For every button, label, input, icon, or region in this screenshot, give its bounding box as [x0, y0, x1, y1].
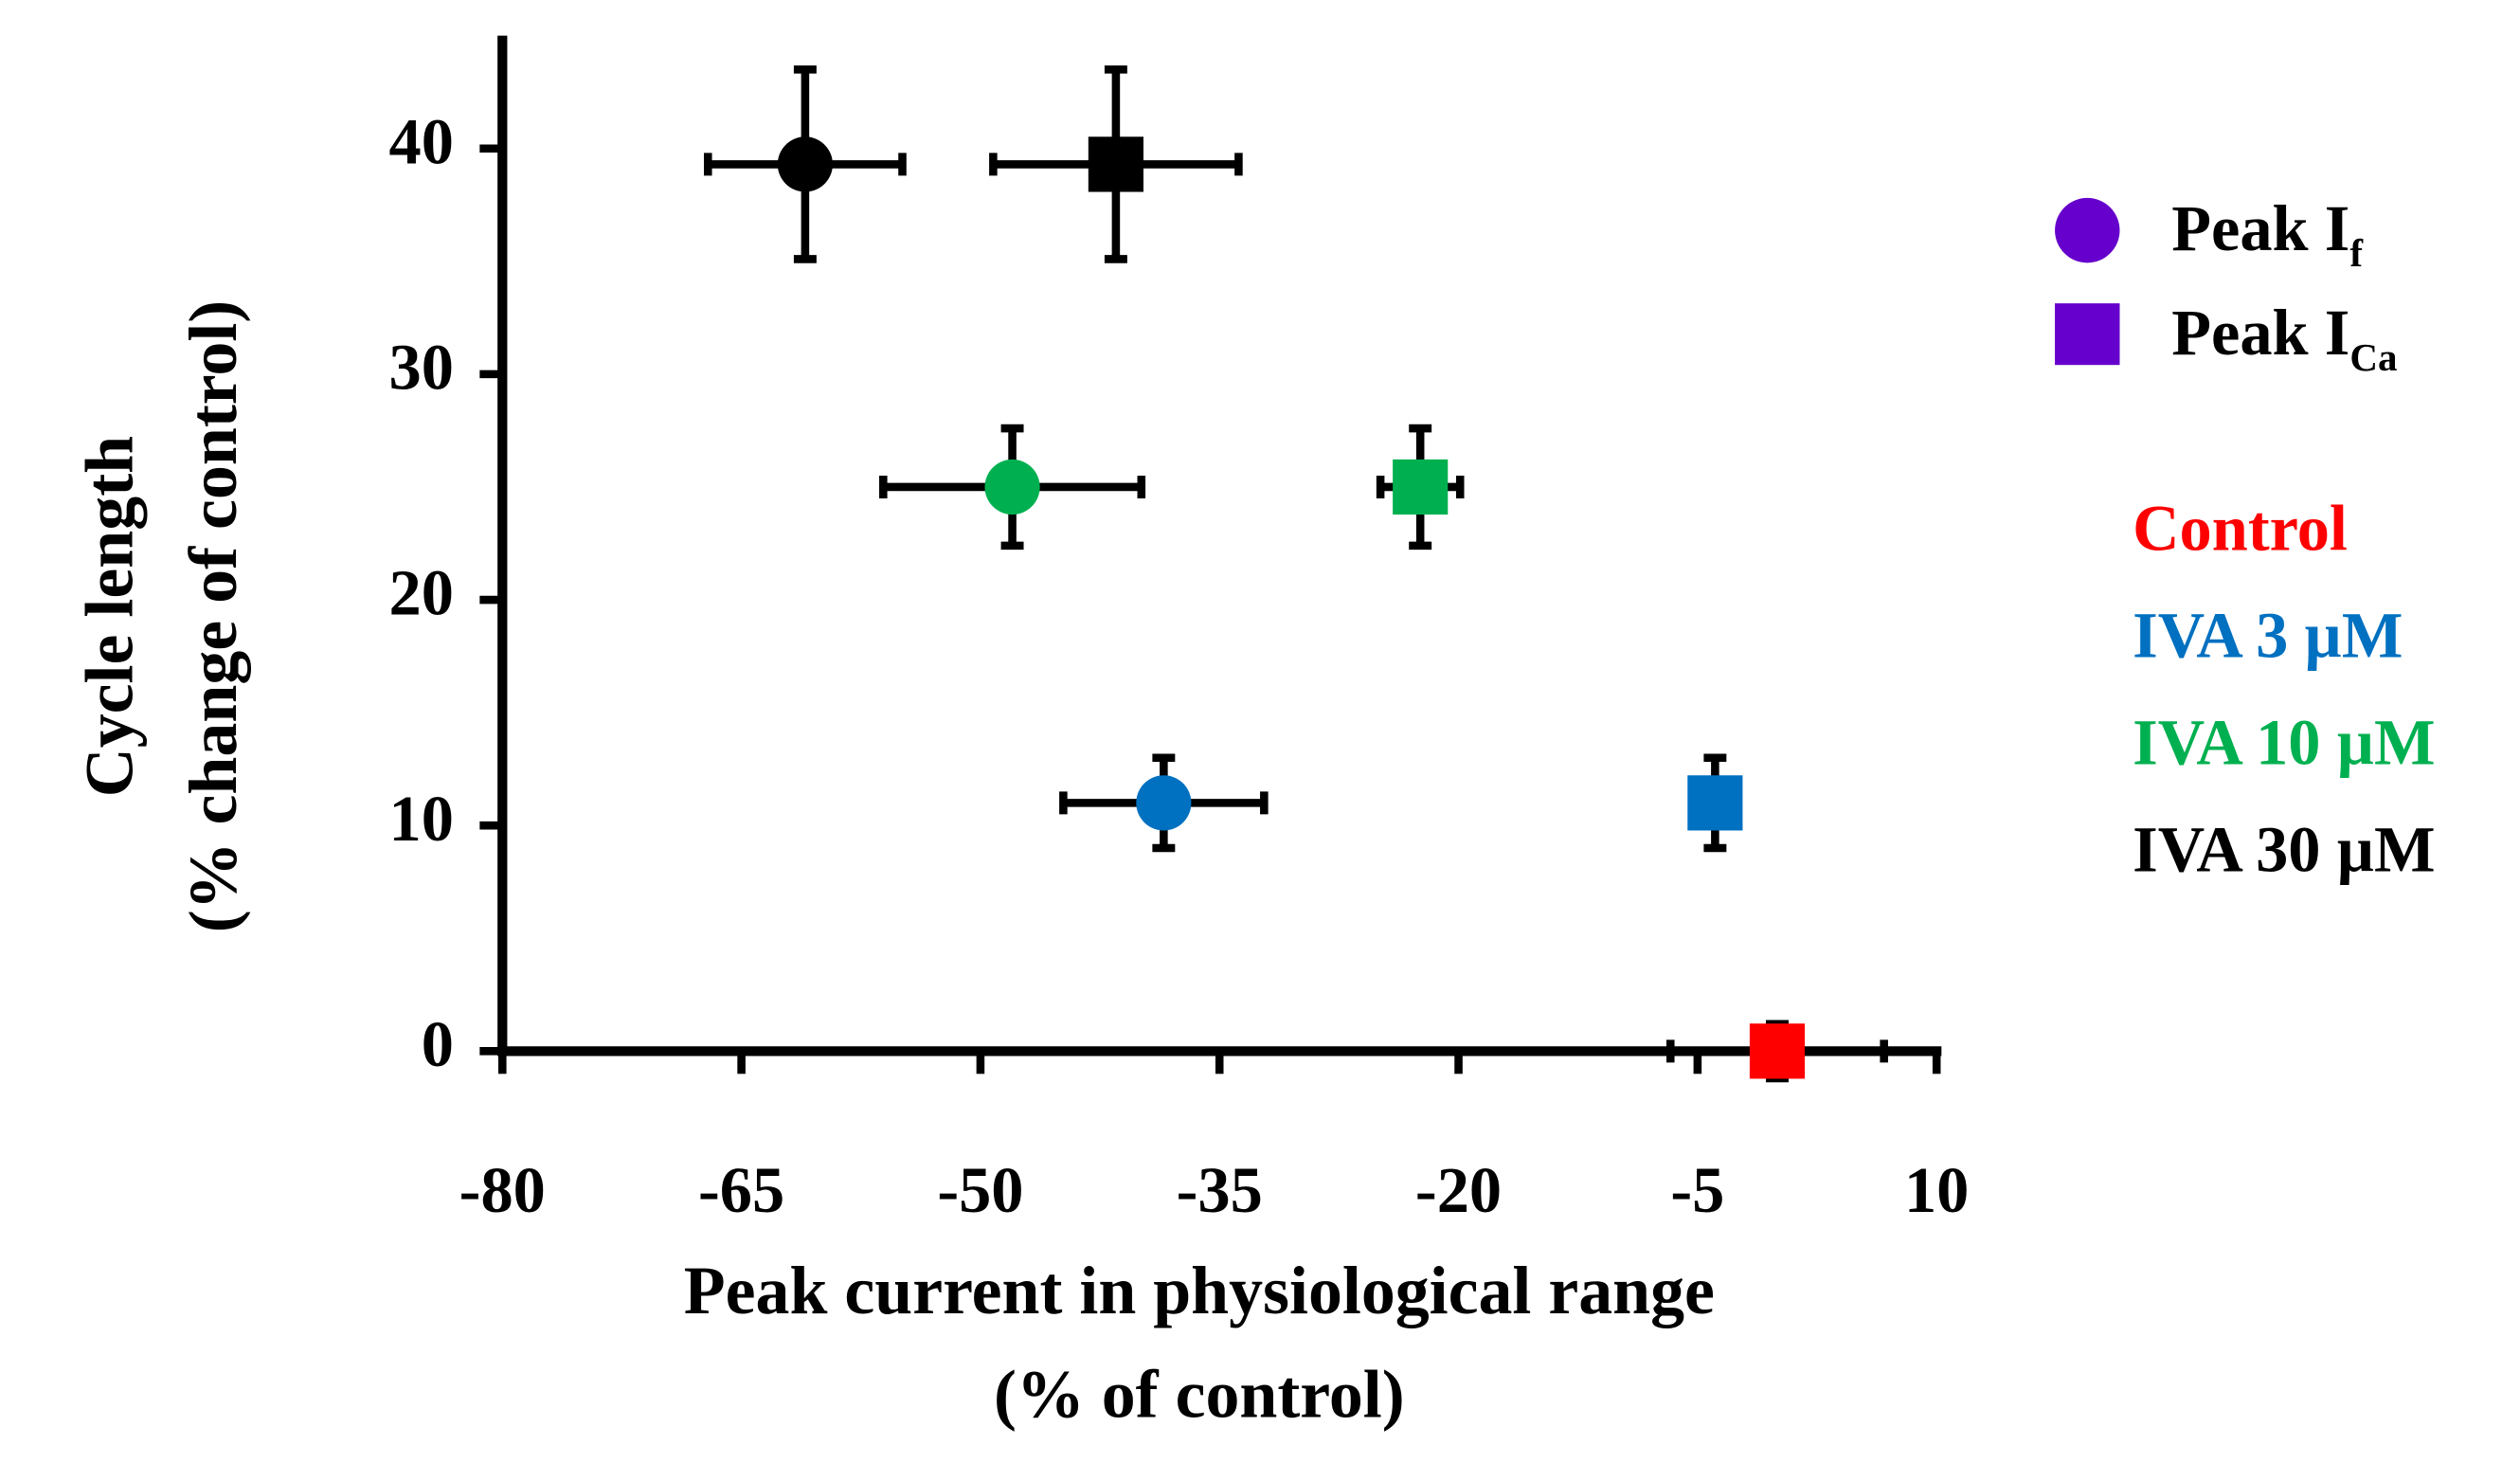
point [777, 136, 833, 192]
legend-marker [2055, 197, 2120, 263]
legend-label: Peak ICa [2171, 296, 2397, 379]
group-label: Control [2133, 493, 2348, 565]
y-tick-label: 40 [389, 105, 454, 177]
x-tick-label: -5 [1670, 1154, 1724, 1226]
x-tick-label: -20 [1415, 1154, 1502, 1226]
x-tick-label: -50 [937, 1154, 1023, 1226]
x-axis-title: (% of control) [994, 1357, 1405, 1433]
legend-label-main: Peak I [2171, 296, 2349, 368]
x-axis-title: Peak current in physiological range [684, 1253, 1715, 1328]
y-tick-label: 10 [389, 783, 454, 855]
y-tick-label: 20 [389, 557, 454, 629]
y-tick-label: 0 [422, 1008, 454, 1080]
legend-label-sub: Ca [2349, 335, 2397, 379]
point [1088, 136, 1143, 192]
y-axis-title: Cycle length [72, 436, 148, 797]
x-tick-label: -65 [698, 1154, 784, 1226]
y-tick-label: 30 [389, 332, 454, 404]
point [1136, 775, 1192, 831]
point [1749, 1023, 1806, 1079]
group-label: IVA 10 µM [2133, 707, 2435, 779]
legend-label-main: Peak I [2171, 192, 2349, 264]
x-tick-label: -35 [1177, 1154, 1263, 1226]
point [984, 459, 1040, 515]
group-label: IVA 3 µM [2133, 600, 2403, 672]
group-label: IVA 30 µM [2133, 814, 2435, 886]
y-axis-title: (% change of control) [175, 300, 251, 933]
x-tick-label: -80 [459, 1154, 546, 1226]
x-tick-label: 10 [1904, 1154, 1969, 1226]
point [1687, 775, 1743, 831]
point [1393, 459, 1449, 515]
legend-label: Peak If [2171, 192, 2364, 276]
legend-label-sub: f [2349, 232, 2364, 276]
legend-marker [2055, 303, 2120, 366]
